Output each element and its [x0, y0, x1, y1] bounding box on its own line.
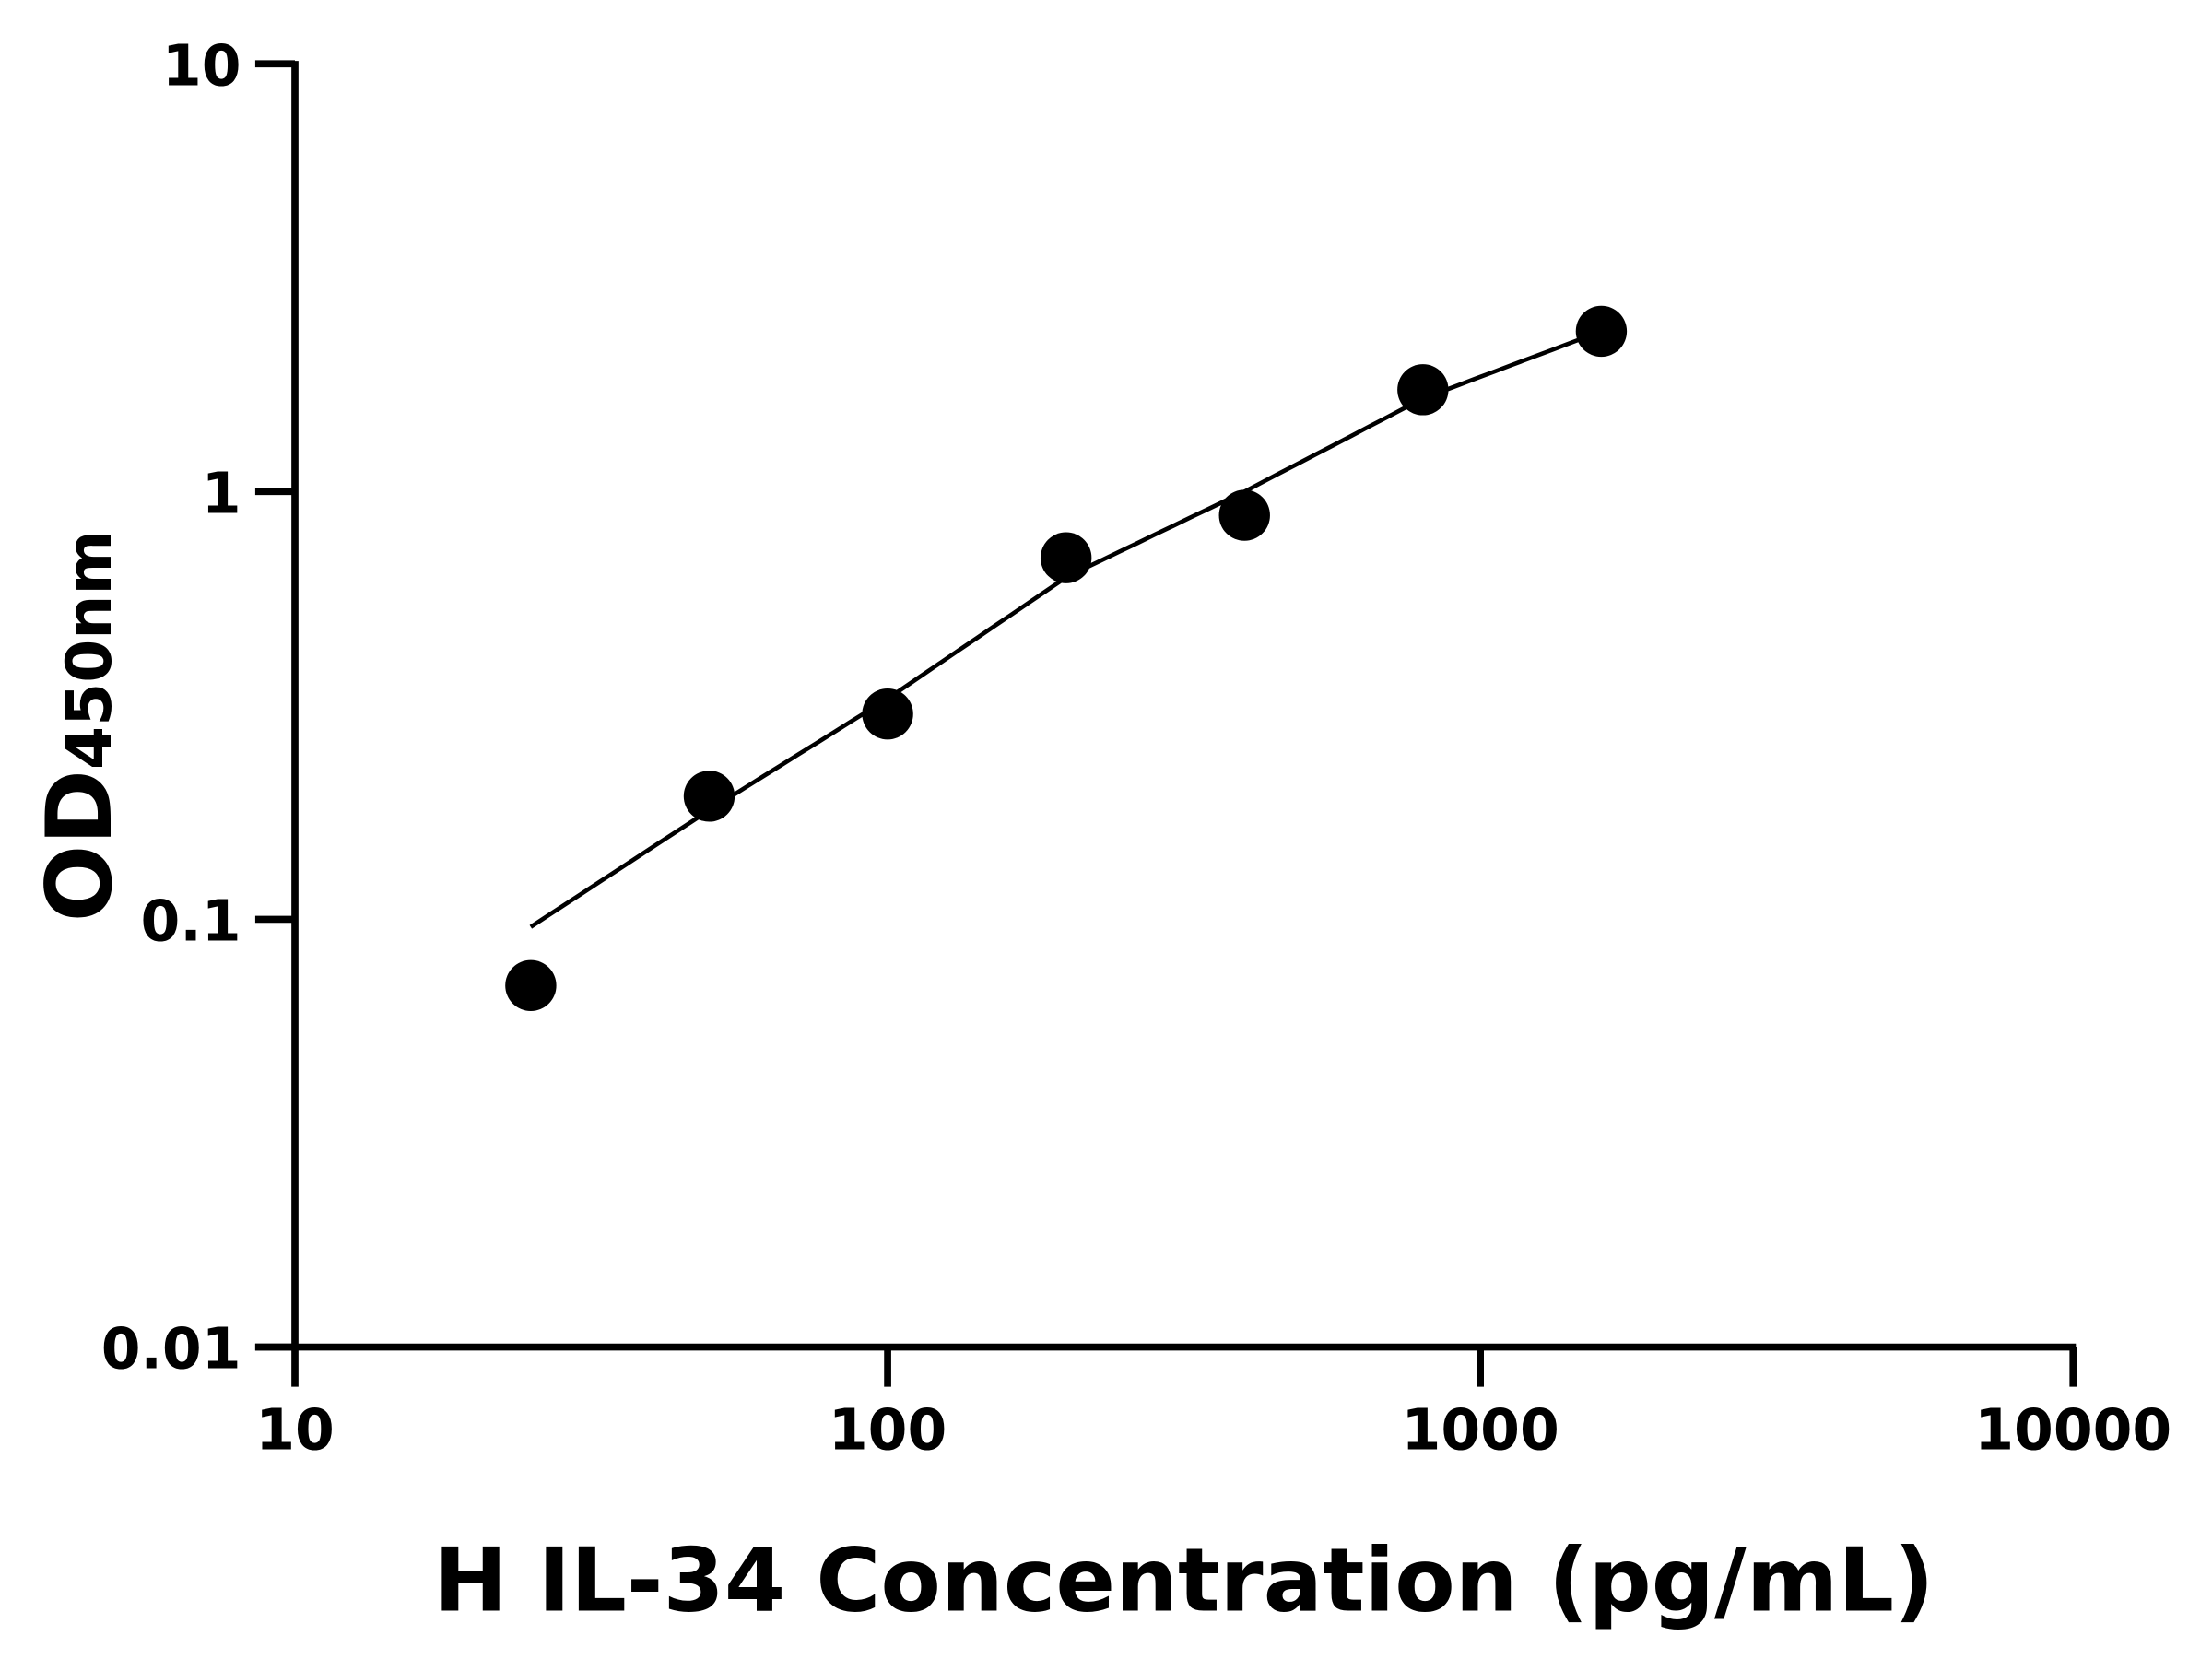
y-axis-label-main: OD: [28, 770, 133, 922]
data-point: [683, 771, 735, 822]
y-axis-label-subscript: 450nm: [53, 530, 125, 770]
x-axis-label: H IL-34 Concentration (pg/mL): [434, 1530, 1935, 1632]
data-point: [1040, 532, 1092, 583]
y-ticks: 0.01 0.1 1 10: [101, 32, 295, 1382]
fit-curve: [529, 329, 1603, 929]
data-point: [505, 959, 557, 1012]
data-points: [505, 305, 1628, 1012]
data-point: [1575, 305, 1628, 358]
x-tick-label: 100: [829, 1396, 947, 1463]
x-tick-label: 10: [255, 1396, 335, 1463]
y-tick-label: 0.01: [101, 1316, 241, 1382]
y-tick-label: 0.1: [141, 888, 241, 955]
axes: [254, 61, 2077, 1351]
data-point: [1397, 364, 1449, 416]
x-ticks: 10 100 1000 10000: [255, 1347, 2171, 1463]
data-point: [1218, 489, 1270, 541]
y-tick-label: 10: [162, 32, 241, 99]
y-tick-label: 1: [202, 460, 241, 526]
y-axis-label: OD450nm: [28, 530, 133, 922]
x-tick-label: 10000: [1974, 1396, 2171, 1463]
data-point: [862, 688, 913, 740]
x-tick-label: 1000: [1402, 1396, 1559, 1463]
